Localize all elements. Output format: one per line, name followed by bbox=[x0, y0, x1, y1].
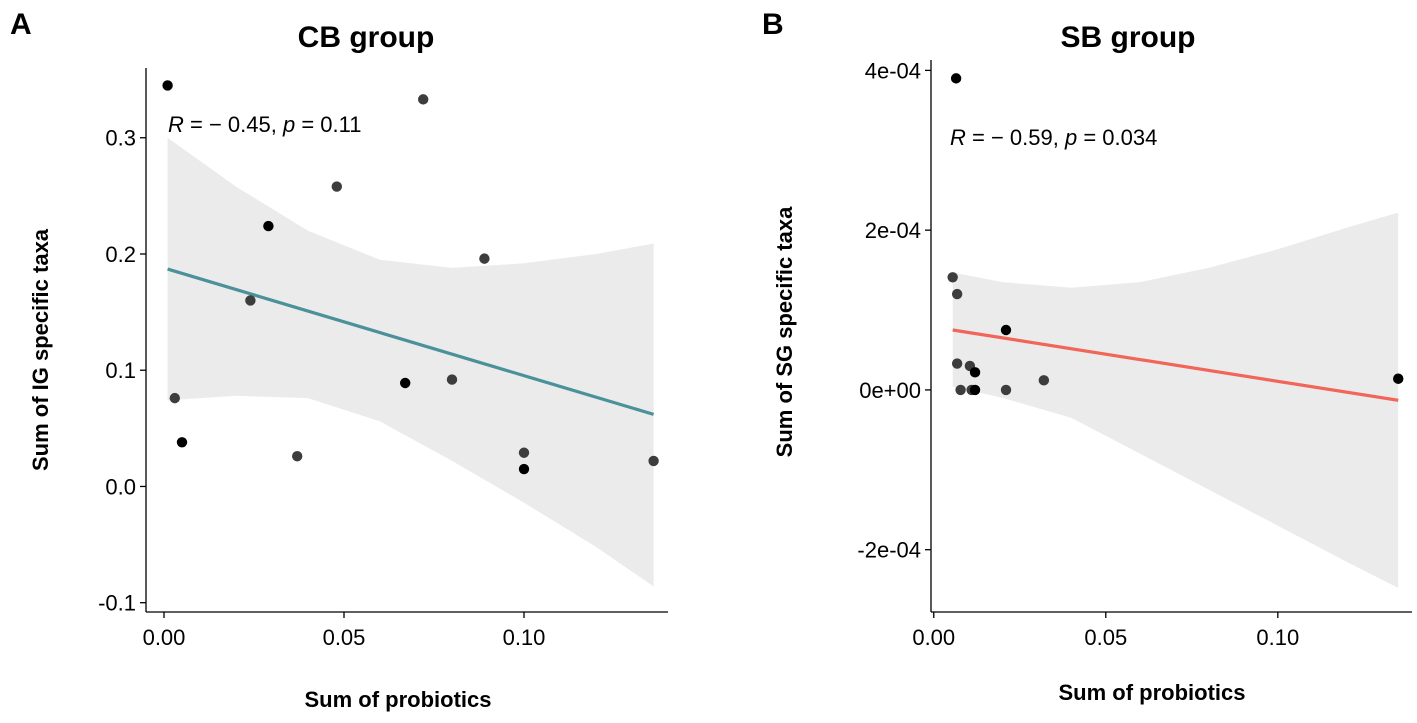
y-tick-label-b: 0e+00 bbox=[859, 378, 921, 403]
panel-b: B SB group -2e-04 0e+00 2e-04 4e-04 0.00 0.05… bbox=[762, 8, 1412, 705]
r-symbol-b: R bbox=[950, 125, 966, 150]
y-tick-label-b: 4e-04 bbox=[865, 58, 921, 83]
axes-a: -0.1 0.0 0.1 0.2 0.3 0.00 0.05 0.10 bbox=[98, 68, 668, 650]
data-point-b bbox=[1000, 384, 1012, 396]
data-point-a bbox=[162, 80, 173, 91]
y-tick-label-a: 0.3 bbox=[105, 126, 136, 151]
data-point-a bbox=[400, 377, 411, 389]
y-tick-label-a: 0.2 bbox=[105, 242, 136, 267]
correlation-annotation-a: R = − 0.45, p = 0.11 bbox=[168, 112, 361, 137]
y-axis-label-a: Sum of IG specific taxa bbox=[28, 228, 53, 471]
data-point-a bbox=[169, 392, 180, 404]
x-tick-label-a: 0.00 bbox=[143, 625, 186, 650]
x-tick-label-a: 0.05 bbox=[323, 625, 366, 650]
r-value-a: = − 0.45, bbox=[184, 112, 283, 137]
panel-a: A CB group -0.10.00.10.20.30.00 0.05 0.10 … bbox=[10, 8, 668, 712]
chart-title-a: CB group bbox=[298, 21, 435, 54]
x-tick-label-b: 0.10 bbox=[1256, 625, 1299, 650]
points-a bbox=[162, 80, 659, 475]
r-value-b: = − 0.59, bbox=[966, 125, 1065, 150]
p-value-a: = 0.11 bbox=[295, 112, 361, 137]
y-tick-label-b: -2e-04 bbox=[857, 538, 921, 563]
data-point-b bbox=[950, 73, 962, 84]
data-point-a bbox=[446, 374, 458, 385]
data-point-a bbox=[418, 94, 429, 105]
y-tick-label-b: 2e-04 bbox=[865, 218, 921, 243]
data-point-b bbox=[947, 272, 958, 283]
data-point-b bbox=[1000, 324, 1012, 336]
regression-line-a bbox=[167, 267, 655, 416]
y-axis-label-b: Sum of SG specific taxa bbox=[772, 206, 797, 457]
x-tick-label-b: 0.05 bbox=[1084, 625, 1127, 650]
panel-letter-b: B bbox=[762, 8, 784, 41]
confidence-band-a bbox=[167, 137, 654, 587]
confidence-band-area-a bbox=[167, 137, 654, 587]
data-point-a bbox=[518, 463, 530, 475]
confidence-band-b bbox=[952, 212, 1399, 588]
axes-b: -2e-04 0e+00 2e-04 4e-04 0.00 0.05 0.10 bbox=[857, 58, 1412, 650]
x-axis-label-a: Sum of probiotics bbox=[305, 687, 492, 712]
p-symbol-b: p bbox=[1064, 125, 1077, 150]
data-point-a bbox=[518, 447, 530, 458]
fit-line-a bbox=[167, 267, 655, 416]
data-point-b bbox=[969, 384, 981, 396]
x-tick-label-b: 0.00 bbox=[912, 625, 955, 650]
x-tick-label-a: 0.10 bbox=[503, 625, 546, 650]
data-point-a bbox=[292, 451, 303, 462]
regression-line-b bbox=[952, 328, 1399, 402]
confidence-band-area-b bbox=[952, 212, 1399, 588]
data-point-a bbox=[176, 437, 188, 448]
data-point-b bbox=[951, 358, 963, 369]
data-point-a bbox=[263, 220, 274, 232]
panel-letter-a: A bbox=[10, 8, 32, 41]
data-point-a bbox=[648, 455, 659, 467]
data-point-a bbox=[331, 181, 342, 192]
p-value-b: = 0.034 bbox=[1077, 125, 1157, 150]
chart-title-b: SB group bbox=[1061, 21, 1196, 54]
y-tick-label-a: -0.1 bbox=[98, 591, 136, 616]
data-point-b bbox=[1038, 375, 1050, 386]
fit-line-b bbox=[952, 328, 1399, 402]
points-b bbox=[947, 73, 1404, 396]
data-point-b bbox=[951, 288, 963, 300]
x-axis-label-b: Sum of probiotics bbox=[1059, 680, 1246, 705]
y-tick-label-a: 0.1 bbox=[105, 358, 136, 383]
data-point-b bbox=[969, 367, 981, 378]
correlation-annotation-b: R = − 0.59, p = 0.034 bbox=[950, 125, 1157, 150]
data-point-a bbox=[245, 295, 256, 306]
data-point-b bbox=[955, 384, 966, 396]
data-point-b bbox=[1393, 373, 1404, 384]
r-symbol-a: R bbox=[168, 112, 184, 137]
p-symbol-a: p bbox=[282, 112, 295, 137]
data-point-a bbox=[479, 253, 490, 264]
y-tick-label-a: 0.0 bbox=[105, 474, 136, 499]
